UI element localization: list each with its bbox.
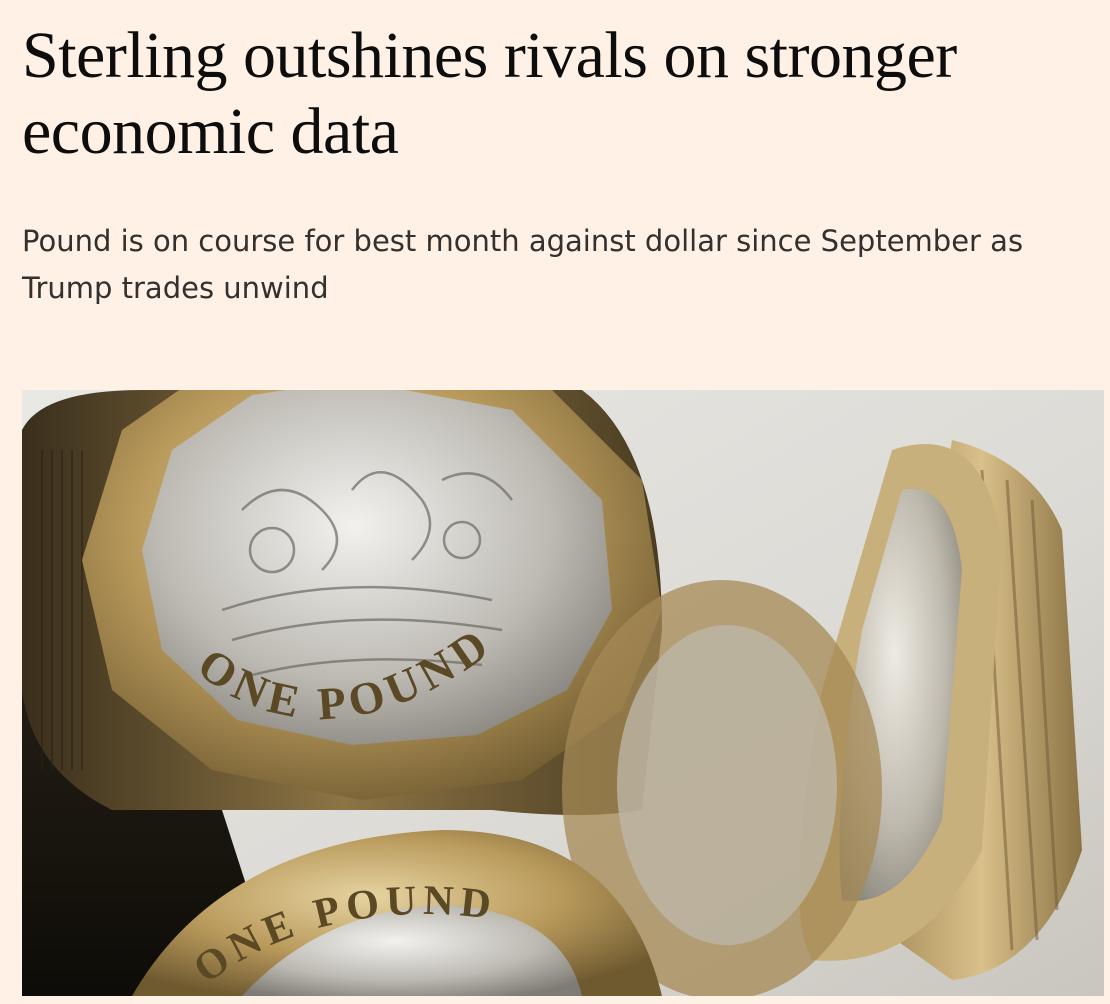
article-standfirst: Pound is on course for best month agains… — [22, 224, 1024, 305]
coin-blurred-middle — [562, 580, 882, 996]
article-headline: Sterling outshines rivals on stronger ec… — [22, 19, 957, 168]
hero-image: ONE POUND ONE POUND — [22, 390, 1104, 996]
coin-main — [82, 390, 662, 800]
coin-bottom: ONE POUND — [132, 830, 662, 996]
